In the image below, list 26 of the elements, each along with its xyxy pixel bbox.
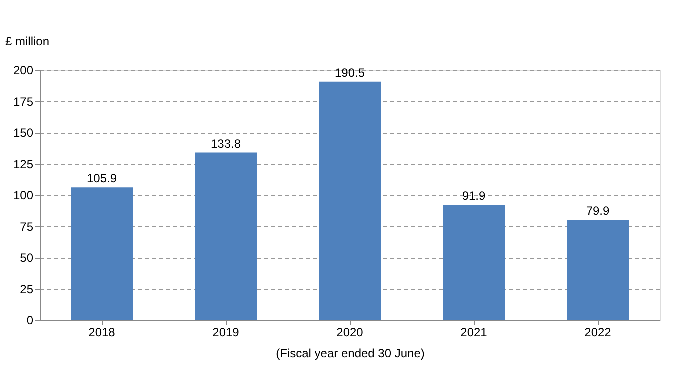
y-tick-label: 125 [13,157,34,172]
y-tick-label: 0 [26,314,34,328]
x-tick-label: 2019 [212,326,240,340]
bar [319,82,381,320]
data-label: 79.9 [586,204,610,218]
x-tick-label: 2020 [336,326,364,340]
data-label: 105.9 [86,172,118,186]
y-tick-label: 150 [13,126,34,140]
data-label: 133.8 [210,136,242,151]
y-axis-title: £ million [6,34,50,48]
y-tick-label: 25 [20,282,34,296]
bar [567,220,629,320]
data-label: 91.9 [462,189,486,204]
data-label: 190.5 [334,66,366,80]
x-tick-label: 2018 [88,326,116,340]
y-tick-label: 175 [13,94,34,109]
y-tick-label: 100 [13,188,34,202]
y-tick-label: 75 [20,220,34,234]
bar [443,205,505,320]
bar [195,152,257,320]
y-tick-label: 200 [13,64,34,78]
x-tick-label: 2022 [584,326,612,340]
bar [71,188,133,320]
y-tick-label: 50 [20,251,34,265]
x-axis-title: (Fiscal year ended 30 June) [276,346,425,360]
x-tick-label: 2021 [460,326,488,340]
